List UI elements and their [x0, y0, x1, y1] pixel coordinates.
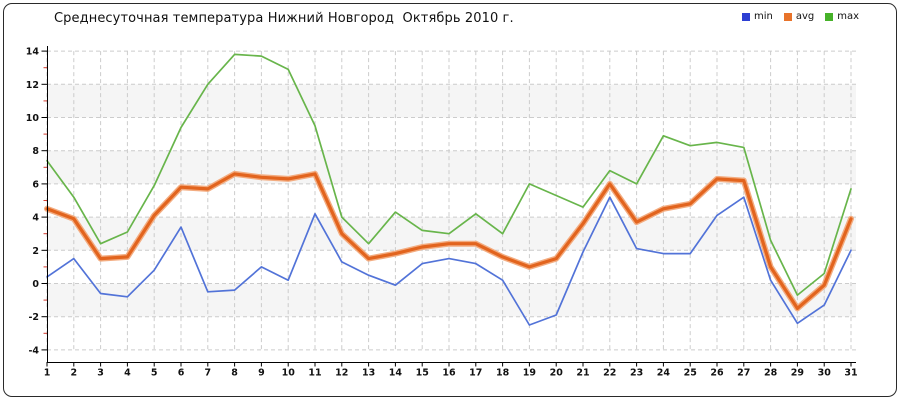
- svg-text:6: 6: [32, 179, 39, 190]
- legend-label: max: [837, 11, 860, 22]
- min-series-line: [46, 196, 852, 326]
- chart-title: Среднесуточная температура Нижний Новгор…: [54, 11, 514, 26]
- svg-text:31: 31: [844, 368, 857, 379]
- svg-text:29: 29: [791, 368, 804, 379]
- svg-text:10: 10: [282, 368, 296, 379]
- svg-text:14: 14: [26, 47, 40, 58]
- svg-text:12: 12: [335, 368, 348, 379]
- max-swatch-icon: [825, 12, 834, 21]
- svg-text:10: 10: [26, 113, 40, 124]
- gridlines: [46, 50, 856, 351]
- svg-text:30: 30: [818, 368, 832, 379]
- svg-text:16: 16: [442, 368, 456, 379]
- svg-text:15: 15: [416, 368, 429, 379]
- svg-text:17: 17: [469, 368, 482, 379]
- svg-text:23: 23: [630, 368, 643, 379]
- y-axis-ticks: 14 12 10 8 6 4 2 0 -2 -4: [26, 47, 47, 356]
- svg-text:2: 2: [70, 368, 77, 379]
- svg-text:8: 8: [231, 368, 238, 379]
- legend-item-avg: avg: [783, 11, 815, 22]
- svg-text:14: 14: [389, 368, 403, 379]
- svg-text:7: 7: [204, 368, 211, 379]
- legend: min avg max: [742, 11, 859, 22]
- svg-text:24: 24: [657, 368, 671, 379]
- svg-text:4: 4: [124, 368, 131, 379]
- max-series-line: [46, 53, 852, 296]
- avg-series-line: [45, 172, 853, 310]
- svg-text:21: 21: [576, 368, 589, 379]
- legend-label: avg: [795, 11, 815, 22]
- legend-item-max: max: [825, 11, 859, 22]
- svg-text:19: 19: [523, 368, 536, 379]
- legend-label: min: [754, 11, 773, 22]
- svg-text:1: 1: [44, 368, 51, 379]
- svg-text:28: 28: [764, 368, 778, 379]
- svg-text:0: 0: [32, 279, 39, 290]
- legend-item-min: min: [742, 11, 773, 22]
- y-axis-minor-ticks: [43, 67, 47, 334]
- svg-text:11: 11: [308, 368, 321, 379]
- svg-text:-4: -4: [28, 345, 39, 356]
- svg-text:4: 4: [32, 213, 39, 224]
- svg-text:27: 27: [737, 368, 750, 379]
- axes: [47, 46, 856, 363]
- svg-text:18: 18: [496, 368, 510, 379]
- svg-text:20: 20: [550, 368, 564, 379]
- svg-text:22: 22: [603, 368, 616, 379]
- svg-text:12: 12: [26, 80, 39, 91]
- svg-text:-2: -2: [28, 312, 39, 323]
- svg-text:5: 5: [151, 368, 158, 379]
- svg-text:9: 9: [258, 368, 265, 379]
- svg-text:3: 3: [97, 368, 104, 379]
- svg-text:8: 8: [32, 146, 39, 157]
- svg-text:2: 2: [32, 246, 39, 257]
- svg-text:13: 13: [362, 368, 375, 379]
- avg-swatch-icon: [783, 12, 792, 21]
- svg-text:6: 6: [178, 368, 185, 379]
- svg-text:26: 26: [710, 368, 724, 379]
- x-axis-ticks: 1 2 3 4 5 6 7 8 9 10 11 12 13 14 15 16 17 18 19 20 21 22 23 24 2…: [44, 362, 858, 379]
- min-swatch-icon: [742, 12, 750, 21]
- svg-text:25: 25: [684, 368, 697, 379]
- plot-bands: [47, 84, 856, 317]
